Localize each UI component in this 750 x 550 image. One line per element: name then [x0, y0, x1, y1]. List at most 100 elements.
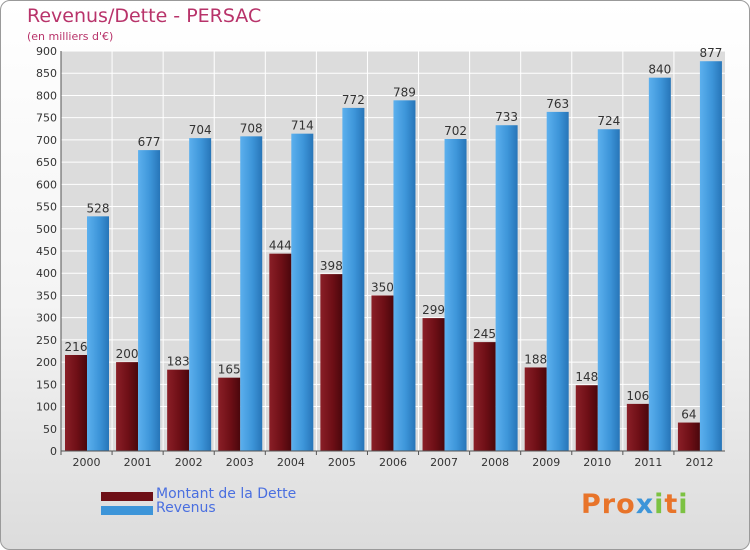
y-tick-label: 550: [36, 201, 57, 214]
bar-revenus: [291, 133, 314, 451]
logo-letter: i: [678, 489, 689, 520]
x-tick-label: 2002: [175, 456, 203, 469]
logo-letter: t: [664, 489, 679, 520]
x-tick-label: 2000: [73, 456, 101, 469]
data-label-debt: 165: [218, 363, 241, 377]
x-tick-label: 2005: [328, 456, 356, 469]
data-label-debt: 299: [422, 303, 445, 317]
y-tick-label: 50: [43, 423, 57, 436]
bar-debt: [626, 403, 649, 451]
legend-swatch-debt: [101, 492, 153, 501]
data-label-debt: 64: [681, 408, 696, 422]
bar-revenus: [444, 139, 467, 451]
y-tick-label: 900: [36, 45, 57, 58]
data-label-debt: 183: [167, 355, 190, 369]
data-label-revenus: 877: [699, 46, 722, 60]
bar-revenus: [240, 136, 263, 452]
bar-debt: [218, 377, 241, 451]
bar-debt: [524, 367, 547, 451]
data-label-debt: 245: [473, 327, 496, 341]
bar-revenus: [495, 125, 518, 451]
logo-letter: i: [654, 489, 665, 520]
data-label-revenus: 677: [138, 135, 161, 149]
data-label-revenus: 714: [291, 119, 314, 133]
x-tick-label: 2001: [124, 456, 152, 469]
bar-debt: [473, 342, 496, 451]
y-tick-label: 200: [36, 356, 57, 369]
y-tick-label: 750: [36, 112, 57, 125]
bar-revenus: [138, 150, 161, 451]
data-label-revenus: 733: [495, 110, 518, 124]
x-tick-label: 2009: [532, 456, 560, 469]
data-label-debt: 398: [320, 259, 343, 273]
y-tick-label: 450: [36, 245, 57, 258]
bar-debt: [371, 295, 394, 451]
chart-subtitle: (en milliers d'€): [27, 30, 114, 43]
x-tick-label: 2010: [583, 456, 611, 469]
data-label-debt: 350: [371, 280, 394, 294]
axes: 0 50 100 150 200 250 300 350 400 450 500 550 600 650 7…: [36, 45, 725, 469]
bar-debt: [116, 362, 139, 451]
x-tick-label: 2008: [481, 456, 509, 469]
y-tick-label: 400: [36, 267, 57, 280]
x-tick-label: 2006: [379, 456, 407, 469]
bar-debt: [422, 318, 445, 451]
y-tick-label: 800: [36, 89, 57, 102]
bar-revenus: [699, 61, 722, 451]
bar-debt: [677, 422, 700, 451]
x-tick-label: 2003: [226, 456, 254, 469]
bar-revenus: [342, 107, 365, 451]
data-label-debt: 148: [575, 370, 598, 384]
data-label-revenus: 702: [444, 124, 467, 138]
y-tick-label: 700: [36, 134, 57, 147]
legend-label-debt: Montant de la Dette: [156, 486, 297, 502]
y-tick-label: 850: [36, 67, 57, 80]
bar-revenus: [87, 216, 109, 451]
y-tick-label: 500: [36, 223, 57, 236]
y-tick-label: 600: [36, 178, 57, 191]
bar-revenus: [546, 111, 569, 451]
data-label-revenus: 528: [87, 201, 110, 215]
data-label-revenus: 772: [342, 93, 365, 107]
data-label-revenus: 724: [597, 114, 620, 128]
bar-debt: [65, 355, 87, 451]
y-tick-label: 650: [36, 156, 57, 169]
logo-letter: P: [581, 489, 602, 520]
data-label-revenus: 708: [240, 121, 263, 135]
bar-revenus: [648, 77, 671, 452]
data-labels: 216 528 200 677 183 704 165 708 444 714 398 772 350 7…: [65, 46, 723, 421]
y-tick-label: 300: [36, 312, 57, 325]
y-tick-label: 350: [36, 289, 57, 302]
x-tick-label: 2012: [685, 456, 713, 469]
data-label-debt: 216: [65, 340, 88, 354]
x-tick-label: 2007: [430, 456, 458, 469]
x-tick-label: 2011: [634, 456, 662, 469]
data-label-revenus: 704: [189, 123, 212, 137]
chart-title: Revenus/Dette - PERSAC: [27, 5, 262, 27]
x-tick-label: 2004: [277, 456, 305, 469]
bar-revenus: [189, 138, 212, 451]
bar-revenus: [597, 129, 620, 451]
bar-debt: [167, 369, 190, 451]
bar-revenus: [393, 100, 416, 451]
bar-debt: [269, 253, 292, 451]
y-tick-label: 250: [36, 334, 57, 347]
data-label-debt: 106: [626, 389, 649, 403]
y-tick-label: 150: [36, 378, 57, 391]
data-label-revenus: 789: [393, 85, 416, 99]
data-label-debt: 444: [269, 239, 292, 253]
logo-letter: x: [635, 489, 655, 520]
y-tick-label: 0: [50, 445, 57, 458]
proxiti-logo: Proxiti: [581, 489, 689, 520]
legend-swatch-revenus: [101, 506, 153, 515]
y-tick-label: 100: [36, 401, 57, 414]
bar-debt: [320, 274, 343, 451]
data-label-revenus: 763: [546, 97, 569, 111]
logo-letter: o: [616, 489, 636, 520]
legend-label-revenus: Revenus: [156, 500, 216, 516]
logo-letter: r: [601, 489, 617, 520]
bar-debt: [575, 385, 598, 451]
data-label-debt: 188: [524, 352, 547, 366]
